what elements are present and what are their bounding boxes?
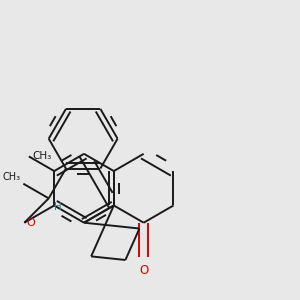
Text: CH₃: CH₃ [33, 152, 52, 161]
Text: CH₃: CH₃ [2, 172, 20, 182]
Text: O: O [26, 218, 35, 228]
Text: O: O [139, 264, 148, 277]
Text: H: H [54, 202, 62, 212]
